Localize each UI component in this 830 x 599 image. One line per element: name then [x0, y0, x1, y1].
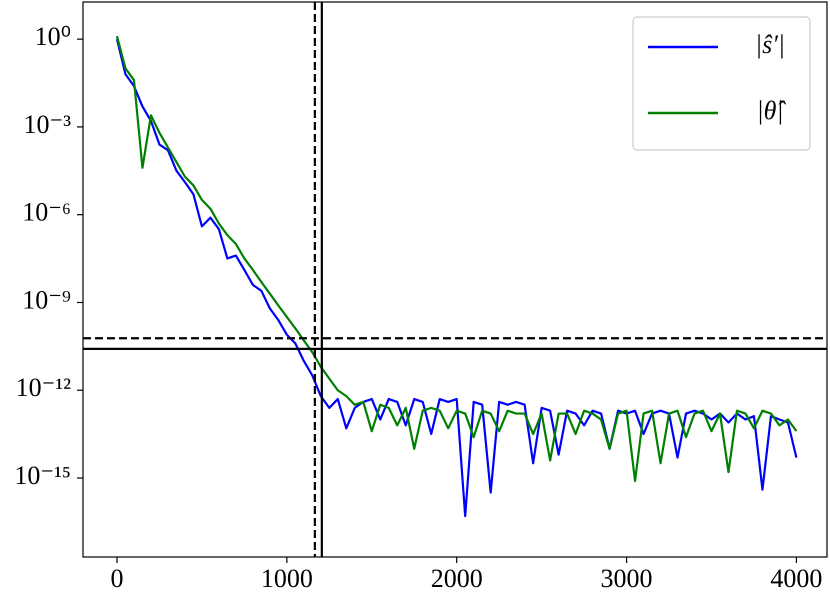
x-tick-label: 4000 — [770, 564, 822, 593]
y-tick-label: 10⁻¹⁵ — [14, 461, 71, 490]
x-tick-label: 3000 — [601, 564, 653, 593]
x-tick-label: 2000 — [431, 564, 483, 593]
x-tick-label: 0 — [110, 564, 123, 593]
y-tick-label: 10⁻⁶ — [22, 198, 71, 227]
y-tick-label: 10⁻³ — [23, 110, 71, 139]
legend-box — [632, 16, 811, 151]
y-tick-label: 10⁰ — [35, 22, 71, 51]
legend-label: |θ̂| — [756, 96, 786, 125]
legend-label: |ŝ′| — [755, 30, 785, 59]
y-tick-label: 10⁻¹² — [16, 373, 72, 402]
series-line — [115, 35, 798, 483]
plot-frame — [82, 1, 828, 558]
y-tick-label: 10⁻⁹ — [22, 285, 71, 314]
x-tick-label: 1000 — [261, 564, 313, 593]
plot-area — [83, 2, 827, 557]
